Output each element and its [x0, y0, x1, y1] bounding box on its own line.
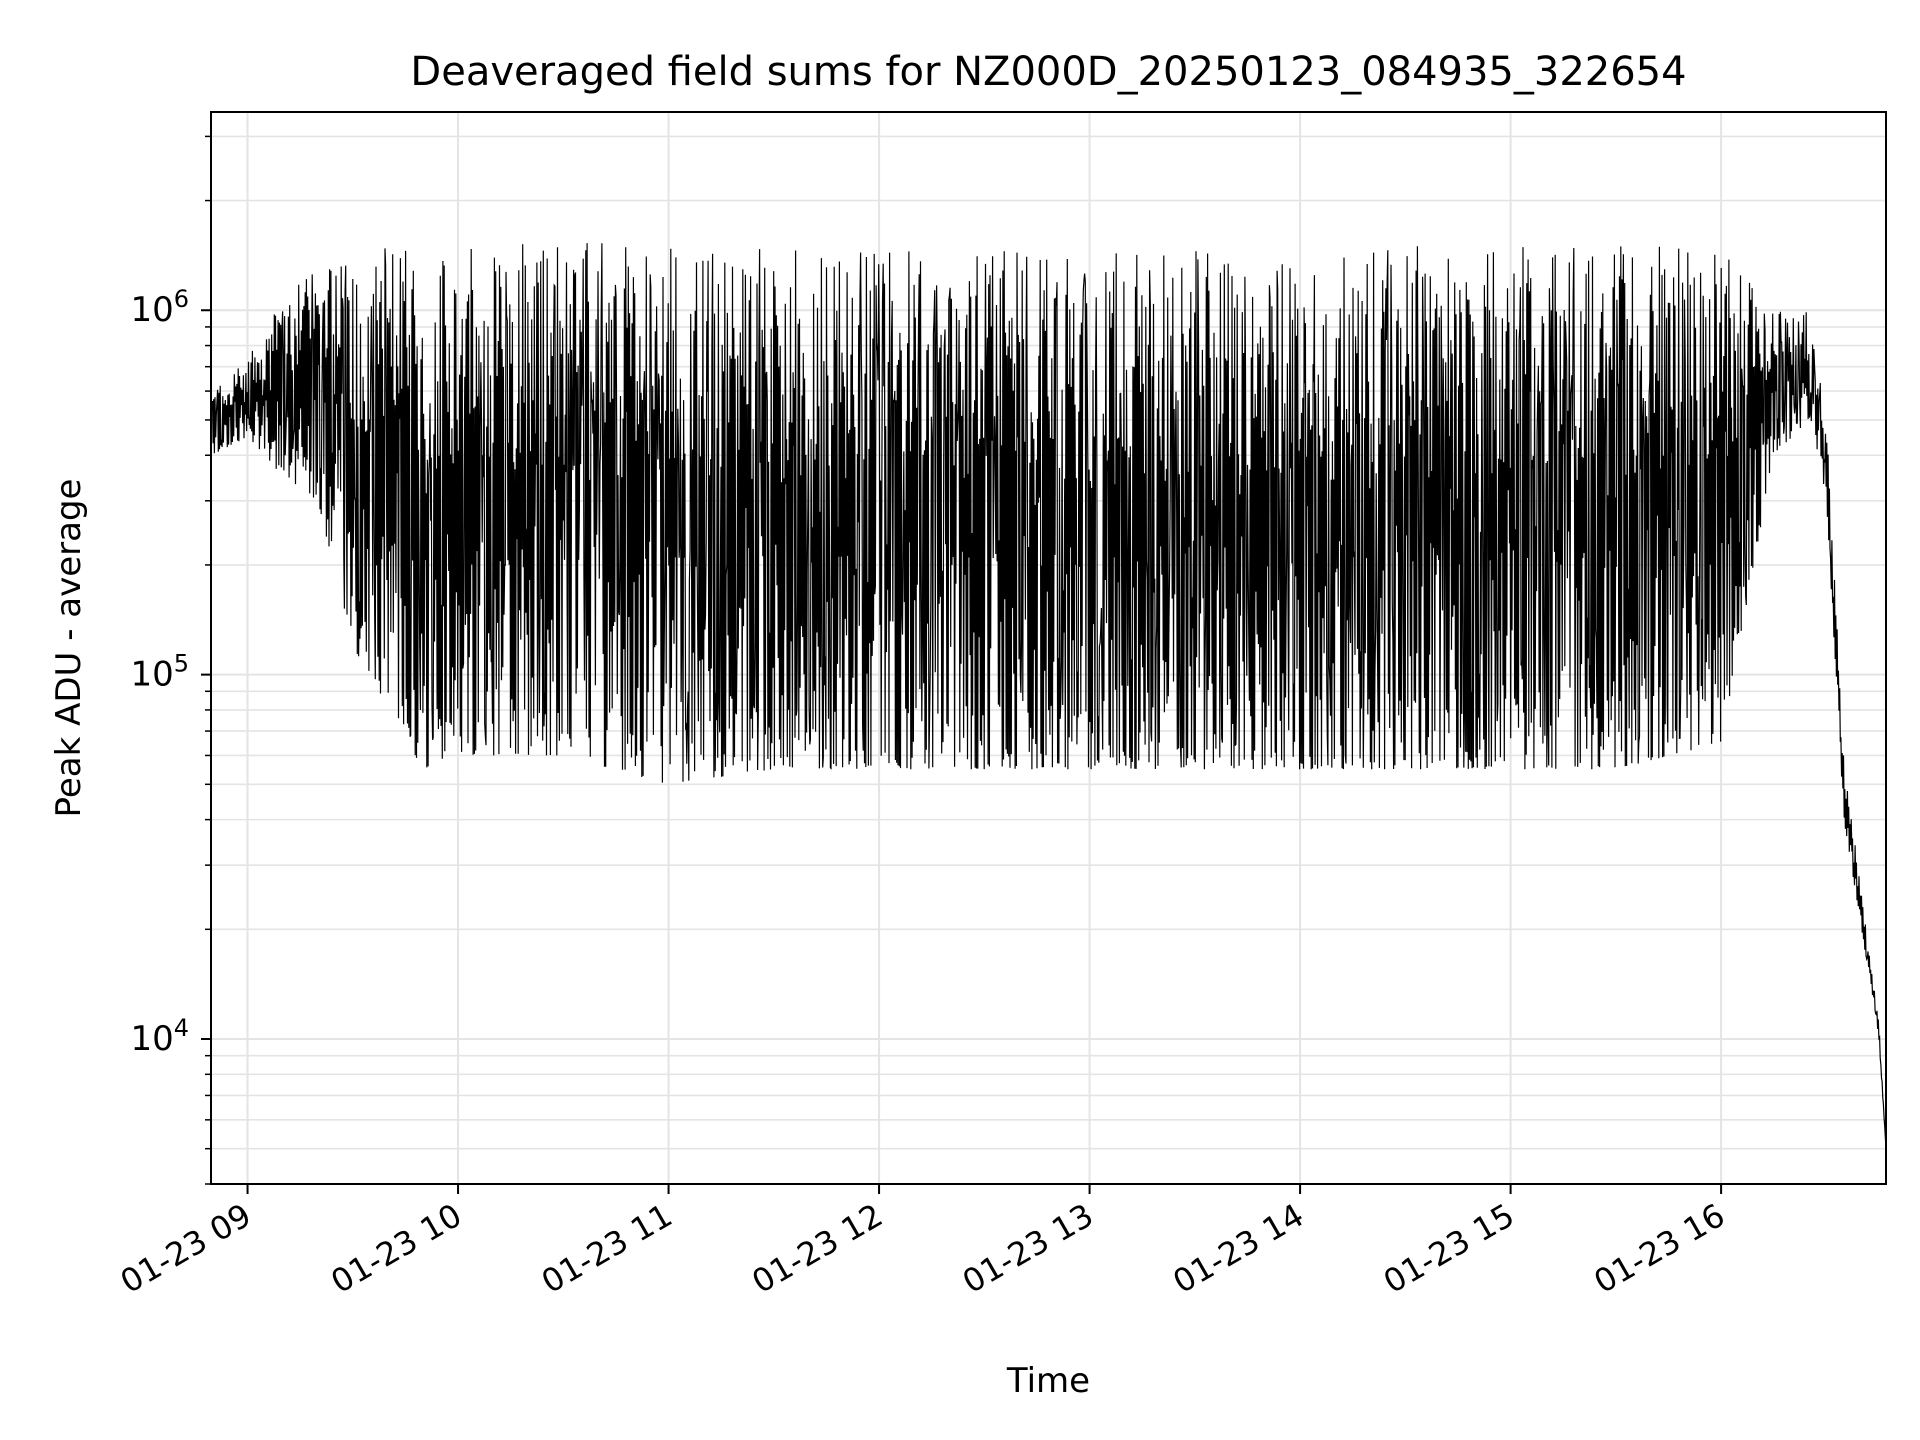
series-plot [211, 243, 1887, 1149]
axes-frame [210, 111, 1887, 1185]
x-ticks: 01-23 09 01-23 10 01-23 11 01-23 12 01-23 13… [114, 1184, 1731, 1301]
x-tick-label: 01-23 09 [114, 1196, 258, 1301]
y-tick-label: 106 [130, 285, 189, 330]
x-tick-label: 01-23 15 [1377, 1196, 1521, 1301]
x-tick-label: 01-23 16 [1588, 1196, 1732, 1301]
y-tick-label: 105 [130, 650, 189, 695]
series-line [211, 243, 1887, 1149]
y-tick-label: 104 [130, 1014, 189, 1059]
x-tick-label: 01-23 14 [1166, 1196, 1310, 1301]
x-tick-label: 01-23 11 [535, 1196, 679, 1301]
x-axis-label: Time [1006, 1361, 1090, 1401]
chart-title: Deaveraged field sums for NZ000D_2025012… [410, 49, 1686, 95]
y-axis-label: Peak ADU - average [49, 479, 89, 818]
x-tick-label: 01-23 10 [324, 1196, 468, 1301]
x-tick-label: 01-23 13 [956, 1196, 1100, 1301]
y-ticks: 104 105 106 [130, 135, 211, 1185]
x-tick-label: 01-23 12 [745, 1196, 889, 1301]
